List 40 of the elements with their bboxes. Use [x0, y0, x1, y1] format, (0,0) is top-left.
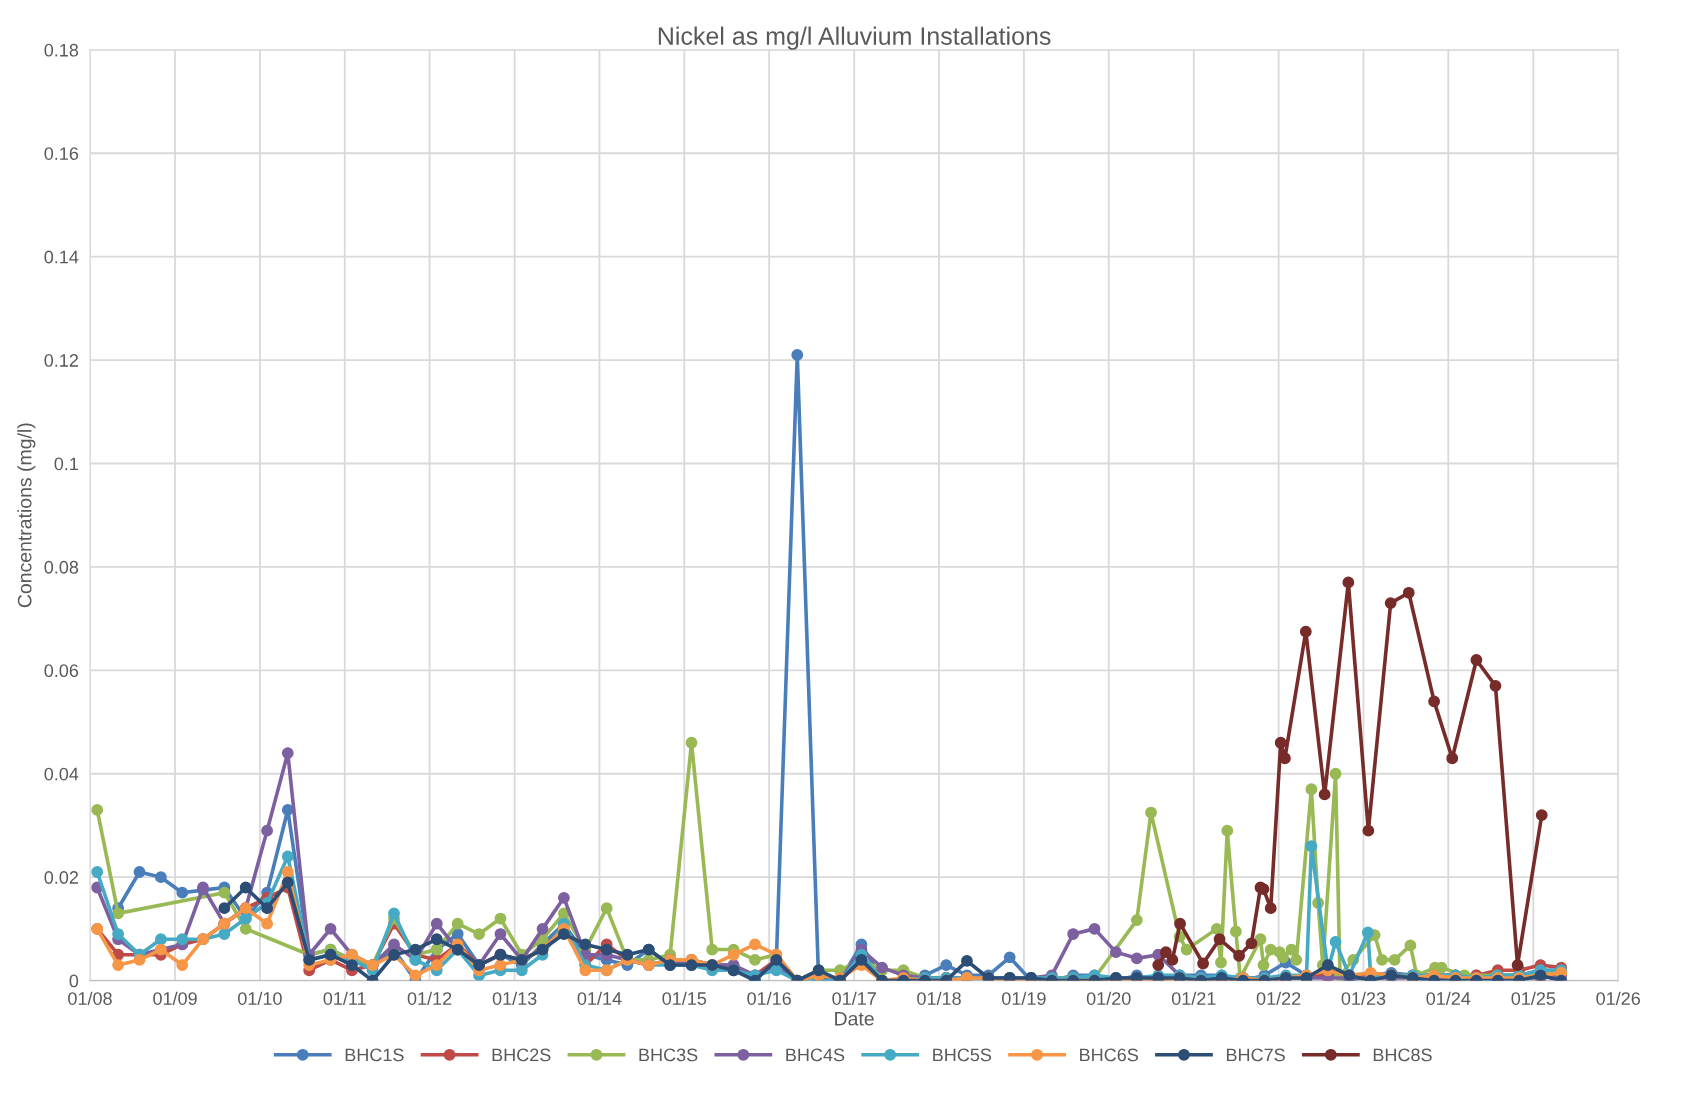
y-tick-label: 0.08: [44, 560, 79, 574]
x-tick-label: 01/16: [747, 991, 791, 1005]
x-tick-label: 01/08: [68, 991, 112, 1005]
y-tick-label: 0: [69, 974, 79, 988]
legend-label: BHC5S: [933, 1048, 992, 1062]
x-tick-label: 01/22: [1256, 991, 1301, 1005]
x-axis-title: Date: [835, 1012, 874, 1026]
legend-label: BHC2S: [492, 1048, 551, 1062]
x-tick-label: 01/17: [832, 991, 876, 1005]
x-tick-label: 01/26: [1596, 991, 1640, 1005]
chart-title: Nickel as mg/l Alluvium Installations: [658, 26, 1051, 50]
legend-label: BHC4S: [786, 1048, 845, 1062]
x-tick-label: 01/20: [1086, 991, 1131, 1005]
x-tick-label: 01/18: [917, 991, 961, 1005]
legend-label: BHC1S: [345, 1048, 404, 1062]
y-tick-label: 0.12: [44, 354, 78, 367]
x-tick-label: 01/09: [153, 991, 197, 1005]
x-tick-label: 01/12: [407, 991, 452, 1005]
x-tick-label: 01/15: [662, 991, 707, 1005]
x-tick-label: 01/14: [577, 991, 622, 1005]
y-tick-label: 0.06: [44, 664, 79, 678]
y-tick-label: 0.02: [44, 871, 78, 884]
x-tick-label: 01/11: [323, 991, 366, 1005]
legend-label: BHC6S: [1080, 1048, 1138, 1062]
x-tick-label: 01/21: [1171, 991, 1216, 1005]
x-tick-label: 01/23: [1341, 991, 1386, 1005]
y-tick-label: 0.1: [54, 457, 78, 471]
y-tick-label: 0.04: [44, 767, 79, 781]
legend-label: BHC7S: [1226, 1048, 1285, 1062]
legend-label: BHC3S: [639, 1048, 698, 1062]
y-tick-label: 0.16: [44, 147, 79, 160]
x-tick-label: 01/19: [1002, 991, 1046, 1005]
x-tick-label: 01/24: [1426, 991, 1471, 1005]
x-tick-label: 01/25: [1511, 991, 1556, 1005]
legend-label: BHC8S: [1373, 1048, 1432, 1062]
y-tick-label: 0.14: [44, 250, 79, 264]
y-axis-title: Concentrations (mg/l): [17, 423, 36, 608]
x-tick-label: 01/13: [492, 991, 537, 1005]
y-tick-label: 0.18: [44, 43, 79, 57]
x-tick-label: 01/10: [238, 991, 282, 1005]
